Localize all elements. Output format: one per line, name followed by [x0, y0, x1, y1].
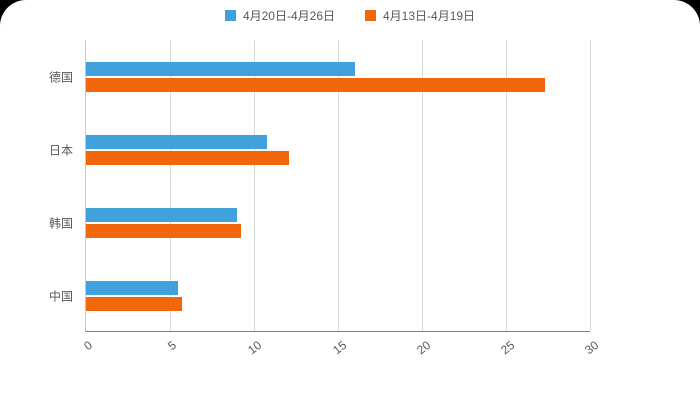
bar-中国-series0	[86, 280, 179, 295]
legend-label-previous-week: 4月13日-4月19日	[383, 9, 476, 23]
legend-swatch-blue	[224, 10, 236, 21]
legend-swatch-orange	[365, 10, 376, 21]
bar-中国-series1	[86, 296, 182, 311]
legend-item-previous-week[interactable]: 4月13日-4月19日	[365, 7, 475, 24]
x-tick-label: 10	[245, 338, 265, 358]
x-tick-label: 25	[497, 338, 518, 358]
y-axis-labels: 德国 日本 韩国 中国	[0, 40, 79, 332]
legend-item-current-week[interactable]: 4月20日-4月26日	[224, 7, 335, 24]
x-tick-label: 5	[165, 338, 180, 354]
category-label: 韩国	[48, 216, 73, 230]
category-label: 德国	[48, 70, 73, 84]
bar-韩国-series1	[86, 223, 241, 238]
bar-日本-series1	[86, 150, 290, 165]
category-label: 中国	[48, 289, 73, 303]
bar-德国-series1	[86, 77, 545, 92]
bar-日本-series0	[86, 134, 268, 149]
x-tick-label: 30	[582, 338, 602, 358]
plot-area	[85, 40, 591, 332]
x-tick-label: 15	[329, 338, 349, 358]
gridline	[422, 40, 423, 331]
x-axis-labels: 0 5 10 15 20 25 30	[81, 336, 601, 380]
gridline	[254, 40, 255, 331]
bar-德国-series0	[86, 61, 355, 76]
gridline	[590, 40, 591, 331]
x-tick-label: 20	[413, 338, 433, 358]
gridline	[338, 40, 339, 331]
bar-韩国-series0	[86, 207, 238, 222]
category-label: 日本	[48, 143, 73, 157]
legend-label-current-week: 4月20日-4月26日	[242, 9, 335, 23]
gridline	[170, 40, 171, 331]
gridline	[506, 40, 507, 331]
x-tick-label: 0	[81, 338, 95, 354]
legend: 4月20日-4月26日 4月13日-4月19日	[0, 7, 700, 24]
